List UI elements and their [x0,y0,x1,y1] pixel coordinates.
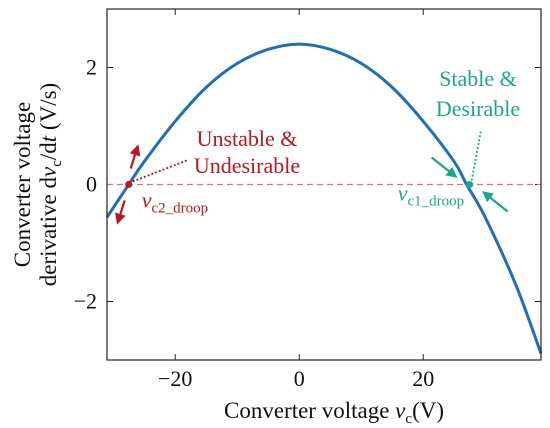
x-tick-label: 0 [294,366,305,391]
unstable-point-label-sub: c2_droop [151,201,208,217]
x-axis-label-sub: c [405,411,412,427]
x-axis-label-text: Converter voltage [224,398,395,423]
stable-point-label-var: v [398,181,408,206]
x-axis-label-unit: (V) [412,398,444,423]
tick-labels: −20 0 20−202 [74,55,435,392]
unstable-label-line2: Undesirable [194,153,300,178]
unstable-equilibrium-point [125,181,133,188]
stable-label-line2: Desirable [436,96,520,121]
unstable-arrow-down [115,200,126,225]
stable-point-label-sub: c1_droop [407,194,464,210]
unstable-point-label: vc2_droop [142,188,208,217]
stable-annotation: Stable & Desirable vc1_droop [398,66,520,213]
unstable-point-label-var: v [142,188,152,213]
plot-frame [106,8,542,361]
stable-label-line1: Stable & [439,66,517,91]
stable-equilibrium-point [466,181,474,188]
stable-leader-line [470,131,482,181]
series-line [105,42,543,355]
x-tick-label: −20 [158,366,192,391]
y-axis-label-deriv: derivative d [36,177,61,287]
y-axis-label-unit: (V/s) [36,83,61,136]
y-axis-label-t: t [36,135,61,142]
y-tick-label: 2 [86,55,97,80]
x-tick-label: 20 [412,366,434,391]
y-tick-label: −2 [74,289,97,314]
y-axis-label: Converter voltage derivative dvc/dt (V/s… [10,83,65,286]
y-axis-label-line2: derivative dvc/dt (V/s) [36,83,65,286]
y-axis-label-var: v [36,166,61,177]
unstable-annotation: Unstable & Undesirable vc2_droop [115,126,300,225]
x-axis-label-var: v [395,398,406,423]
x-axis-label: Converter voltage vc(V) [224,398,444,427]
unstable-arrow-up [129,144,141,169]
stable-arrow-right [481,191,509,213]
unstable-leader-line [132,159,188,183]
unstable-label-line1: Unstable & [197,126,298,151]
y-axis-label-sub: c [49,160,65,167]
y-tick-label: 0 [86,172,97,197]
stable-arrow-left [431,156,458,178]
y-axis-label-slash: /d [36,142,61,160]
stable-point-label: vc1_droop [398,181,464,210]
y-axis-label-line1: Converter voltage [10,102,35,267]
